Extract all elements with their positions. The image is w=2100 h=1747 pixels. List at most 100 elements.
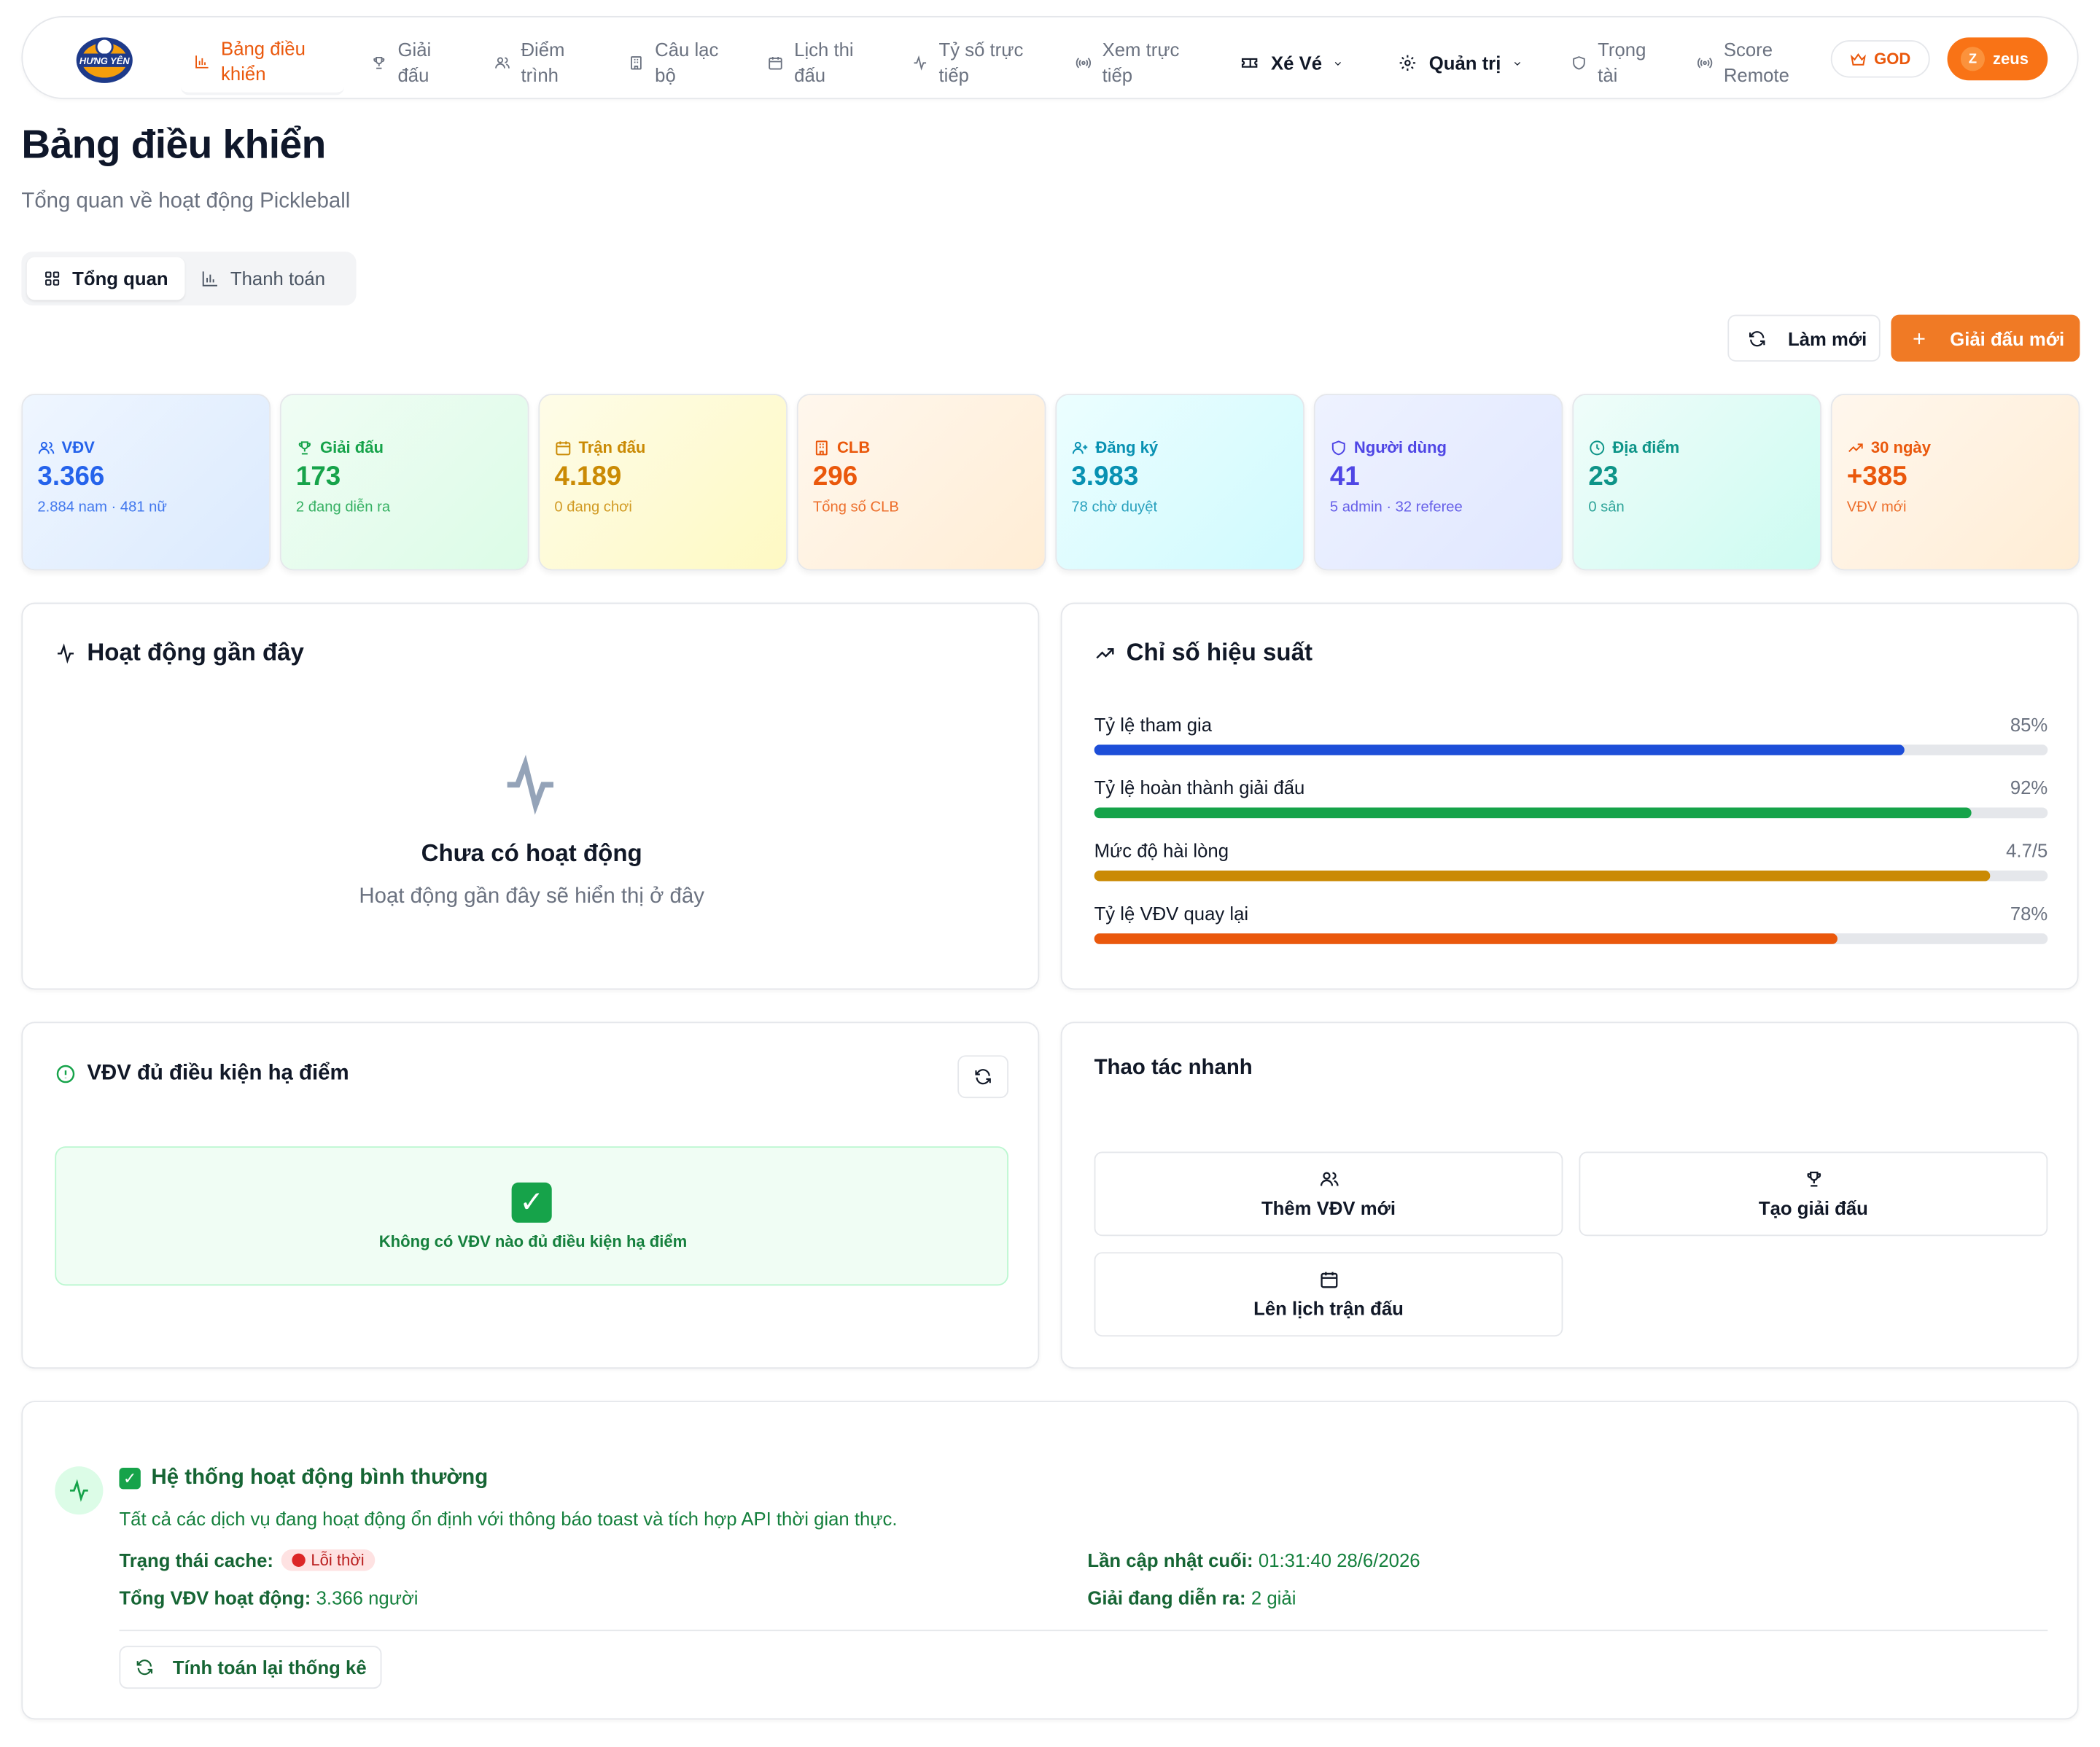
stat-sub: 2 đang diễn ra <box>295 499 391 516</box>
calendar-icon <box>556 440 571 455</box>
stat-label: VĐV <box>61 437 95 457</box>
grid-icon <box>45 271 60 286</box>
stat-value: 3.983 <box>1071 462 1139 492</box>
panel-title: Chỉ số hiệu suất <box>1126 639 1313 666</box>
role-badge[interactable]: GOD <box>1830 40 1930 78</box>
metric-value: 92% <box>2010 777 2048 798</box>
check-icon: ✓ <box>511 1182 552 1223</box>
stat-sub: Tổng số CLB <box>812 499 899 516</box>
cache-status-value: Lỗi thời <box>311 1550 365 1570</box>
stat-card-clubs[interactable]: CLB 296 Tổng số CLB <box>796 393 1046 571</box>
recalculate-stats-button[interactable]: Tính toán lại thống kê <box>119 1646 382 1689</box>
refresh-button[interactable]: Làm mới <box>1727 314 1881 362</box>
progress-fill <box>1094 870 1991 882</box>
progress-fill <box>1094 744 1905 755</box>
stat-sub: 78 chờ duyệt <box>1071 499 1158 516</box>
role-badge-label: GOD <box>1874 49 1911 69</box>
clock-icon <box>1590 440 1605 455</box>
brand-logo[interactable]: HƯNG YÊN <box>74 31 135 87</box>
stat-card-players[interactable]: VĐV 3.366 2.884 nam · 481 nữ <box>21 393 271 571</box>
stat-card-matches[interactable]: Trận đấu 4.189 0 đang chơi <box>538 393 788 571</box>
gear-icon <box>1397 55 1418 71</box>
tab-label: Tổng quan <box>72 268 168 289</box>
nav-label: Lịch thi đấu <box>794 39 854 86</box>
stat-card-tournaments[interactable]: Giải đấu 173 2 đang diễn ra <box>279 393 529 571</box>
ticket-icon <box>1239 55 1260 71</box>
nav-score-remote[interactable]: Score Remote <box>1684 31 1818 95</box>
tab-overview[interactable]: Tổng quan <box>26 257 184 300</box>
progress-fill <box>1094 807 1972 819</box>
broadcast-icon <box>1076 55 1092 71</box>
nav-tournaments[interactable]: Giải đấu <box>357 31 459 95</box>
new-tournament-label: Giải đấu mới <box>1950 327 2065 349</box>
nav-label: Xé Vé <box>1271 51 1323 74</box>
page-title: Bảng điều khiển <box>21 122 326 168</box>
new-tournament-button[interactable]: Giải đấu mới <box>1891 314 2080 362</box>
stat-label: Người dùng <box>1353 437 1447 457</box>
panel-title: VĐV đủ điều kiện hạ điểm <box>87 1062 349 1085</box>
metric-value: 4.7/5 <box>2006 839 2048 861</box>
refresh-icon <box>975 1069 991 1085</box>
nav-ticket-menu[interactable]: Xé Vé <box>1226 31 1360 95</box>
active-players-value: 3.366 người <box>316 1587 419 1608</box>
system-status-description: Tất cả các dịch vụ đang hoạt động ổn địn… <box>119 1508 898 1530</box>
nav-label: Bảng điều khiển <box>221 37 306 85</box>
progress-track <box>1094 870 2048 882</box>
stat-card-users[interactable]: Người dùng 41 5 admin · 32 referee <box>1313 393 1563 571</box>
nav-dashboard[interactable]: Bảng điều khiển <box>180 31 345 96</box>
stat-value: 23 <box>1588 462 1619 492</box>
trending-up-icon <box>1096 647 1114 658</box>
check-icon: ✓ <box>119 1468 141 1490</box>
user-plus-icon <box>1072 441 1088 454</box>
stat-label: Giải đấu <box>319 437 384 457</box>
add-player-button[interactable]: Thêm VĐV mới <box>1094 1151 1563 1237</box>
button-label: Tạo giải đấu <box>1758 1197 1868 1219</box>
view-tabs: Tổng quan Thanh toán <box>21 252 357 306</box>
nav-live-scores[interactable]: Tỷ số trực tiếp <box>898 31 1049 95</box>
bar-chart-icon <box>194 53 210 69</box>
stat-sub: 0 đang chơi <box>554 499 632 516</box>
tab-payments[interactable]: Thanh toán <box>184 257 341 300</box>
nav-clubs[interactable]: Câu lạc bộ <box>615 31 743 95</box>
button-label: Lên lịch trận đấu <box>1253 1297 1404 1320</box>
tab-label: Thanh toán <box>230 268 326 289</box>
users-icon <box>38 441 55 454</box>
nav-label: Câu lạc bộ <box>655 39 719 86</box>
refresh-eligible-button[interactable] <box>957 1055 1009 1099</box>
building-icon <box>628 55 644 71</box>
calendar-icon <box>1320 1272 1337 1288</box>
divider <box>119 1630 2048 1632</box>
stat-value: 173 <box>295 462 341 492</box>
stat-sub: 2.884 nam · 481 nữ <box>37 499 167 516</box>
metric-label: Mức độ hài lòng <box>1094 839 1229 861</box>
nav-label: Điểm trình <box>521 39 565 86</box>
nav-live-stream[interactable]: Xem trực tiếp <box>1062 31 1207 95</box>
metric-value: 78% <box>2010 902 2048 925</box>
chevron-down-icon <box>1333 55 1344 71</box>
stat-card-venues[interactable]: Địa điểm 23 0 sân <box>1572 393 1821 571</box>
user-menu-button[interactable]: Z zeus <box>1947 37 2048 81</box>
stat-card-30-days[interactable]: 30 ngày +385 VĐV mới <box>1830 393 2080 571</box>
nav-schedule[interactable]: Lịch thi đấu <box>754 31 882 95</box>
stat-card-registrations[interactable]: Đăng ký 3.983 78 chờ duyệt <box>1055 393 1304 571</box>
stat-label: Địa điểm <box>1612 437 1680 457</box>
cache-status: Trạng thái cache: Lỗi thời <box>119 1549 376 1571</box>
create-tournament-button[interactable]: Tạo giải đấu <box>1579 1151 2048 1237</box>
nav-admin-menu[interactable]: Quản trị <box>1383 31 1547 95</box>
nav-rankings[interactable]: Điểm trình <box>481 31 596 95</box>
metric-label: Tỷ lệ tham gia <box>1094 713 1213 736</box>
schedule-match-button[interactable]: Lên lịch trận đấu <box>1094 1252 1563 1337</box>
nav-referee[interactable]: Trọng tài <box>1558 31 1673 95</box>
nav-label: Xem trực tiếp <box>1102 39 1180 86</box>
trending-up-icon <box>1848 443 1863 452</box>
stat-value: 3.366 <box>37 462 105 492</box>
refresh-label: Làm mới <box>1787 327 1867 349</box>
plus-icon <box>1913 332 1925 344</box>
shield-icon <box>1571 55 1587 71</box>
progress-track <box>1094 933 2048 944</box>
active-players: Tổng VĐV hoạt động: 3.366 người <box>119 1587 418 1608</box>
stat-label: Trận đấu <box>578 437 646 457</box>
metric-participation: Tỷ lệ tham gia 85% <box>1094 714 2048 755</box>
username: zeus <box>1993 49 2029 69</box>
nav-label: Quản trị <box>1428 51 1501 74</box>
